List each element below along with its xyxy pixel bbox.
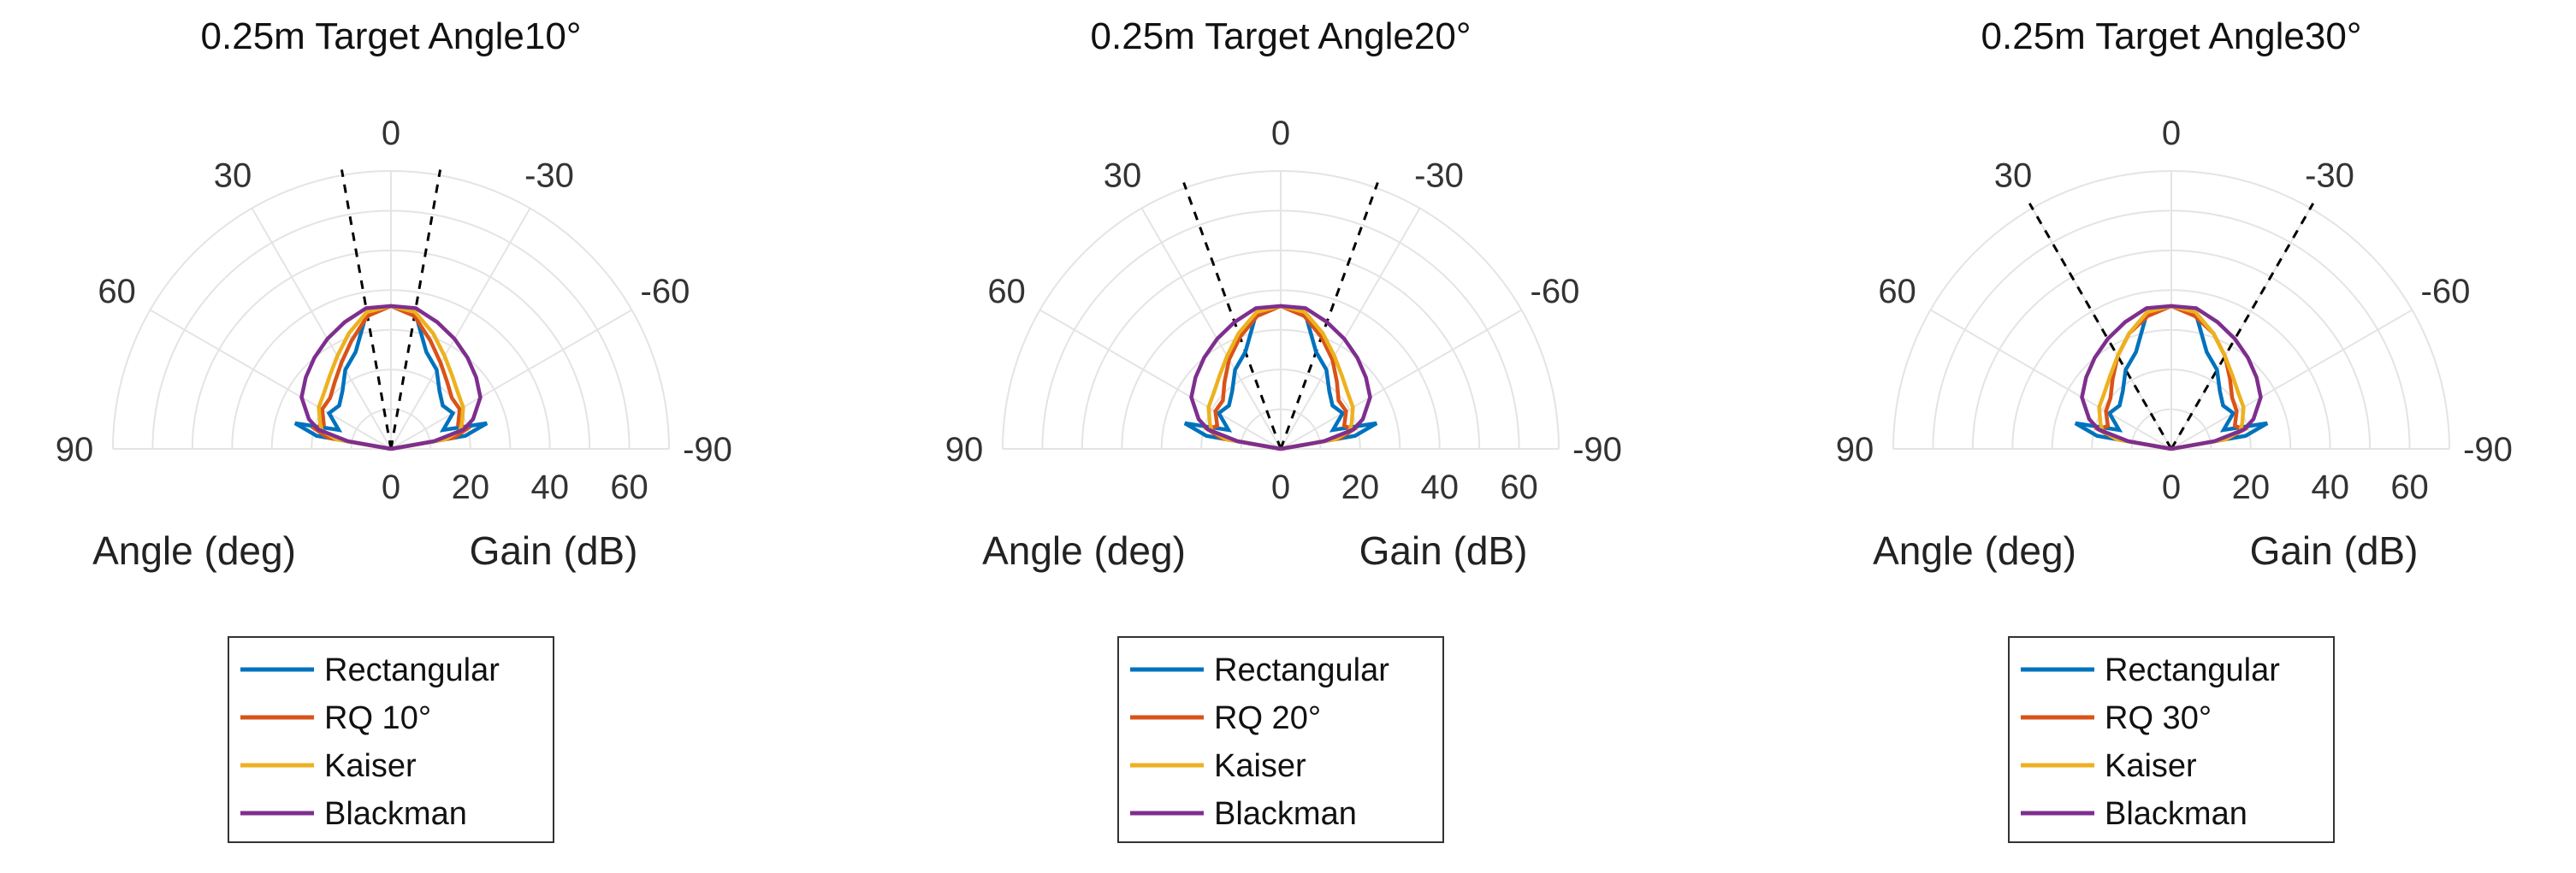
- grid-spoke: [390, 208, 531, 450]
- legend: Rectangular RQ 10° Kaiser Blackman: [228, 636, 554, 843]
- r-tick-label: 40: [1420, 469, 1459, 506]
- polar-panel-2: 90 60 30 0 -30 -60 -90 0 20 40 60 Angle (deg) Gain (…: [945, 15, 1622, 843]
- r-tick-label: 20: [452, 469, 490, 506]
- target-angle-line: [1182, 181, 1282, 450]
- legend-entry: Rectangular: [1214, 652, 1389, 688]
- theta-tick-label: 30: [214, 157, 252, 195]
- theta-tick-label: 30: [1994, 157, 2033, 195]
- r-tick-label: 20: [1341, 469, 1380, 506]
- legend-entry: RQ 30°: [2105, 700, 2212, 736]
- legend-entry: Rectangular: [324, 652, 500, 688]
- theta-tick-label: 0: [382, 115, 400, 152]
- series-line-blackman: [2080, 304, 2263, 451]
- angle-axis-label: Angle (deg): [1873, 528, 2076, 573]
- legend-entry: Blackman: [1214, 796, 1357, 832]
- chart-title: 0.25m Target Angle30°: [1981, 15, 2362, 57]
- theta-tick-label: -30: [1414, 157, 1464, 195]
- series-line-blackman: [1189, 304, 1372, 451]
- gain-axis-label: Gain (dB): [470, 528, 638, 573]
- angle-axis-label: Angle (deg): [92, 528, 296, 573]
- theta-tick-label: -60: [641, 273, 690, 310]
- grid-spoke: [390, 309, 632, 450]
- grid-spoke: [1930, 309, 2172, 450]
- legend: Rectangular RQ 20° Kaiser Blackman: [1117, 636, 1444, 843]
- theta-tick-label: 0: [1271, 115, 1290, 152]
- r-tick-label: 0: [1271, 469, 1290, 506]
- target-angle-line: [1279, 181, 1379, 450]
- theta-tick-label: -30: [524, 157, 574, 195]
- legend-entry: Rectangular: [2105, 652, 2280, 688]
- theta-tick-label: 60: [98, 273, 136, 310]
- theta-tick-label: 60: [1878, 273, 1916, 310]
- angle-axis-label: Angle (deg): [982, 528, 1186, 573]
- theta-tick-label: -90: [2463, 431, 2513, 469]
- theta-tick-label: 30: [1104, 157, 1142, 195]
- r-tick-label: 0: [382, 469, 400, 506]
- theta-tick-label: 0: [2162, 115, 2181, 152]
- theta-tick-label: 90: [56, 431, 94, 469]
- legend-entry: Kaiser: [2105, 748, 2197, 784]
- gain-axis-label: Gain (dB): [1359, 528, 1528, 573]
- theta-tick-label: -90: [1572, 431, 1622, 469]
- r-tick-label: 40: [530, 469, 569, 506]
- chart-title: 0.25m Target Angle20°: [1091, 15, 1472, 57]
- grid-spoke: [2170, 309, 2413, 450]
- theta-tick-label: -30: [2305, 157, 2354, 195]
- legend-entry: Blackman: [2105, 796, 2247, 832]
- legend-entry: Blackman: [324, 796, 467, 832]
- grid-spoke: [1039, 309, 1282, 450]
- theta-tick-label: 90: [1836, 431, 1874, 469]
- r-tick-label: 60: [1500, 469, 1538, 506]
- legend-entry: Kaiser: [324, 748, 417, 784]
- grid-spoke: [251, 208, 392, 450]
- polar-panel-3: 90 60 30 0 -30 -60 -90 0 20 40 60 Angle (deg) Gain (…: [1836, 15, 2513, 843]
- grid-spoke: [1280, 208, 1421, 450]
- gain-axis-label: Gain (dB): [2250, 528, 2419, 573]
- grid-spoke: [1280, 309, 1522, 450]
- theta-tick-label: -60: [1531, 273, 1580, 310]
- theta-tick-label: 60: [987, 273, 1026, 310]
- grid-spoke: [1140, 208, 1282, 450]
- grid-spoke: [150, 309, 392, 450]
- r-tick-label: 60: [2390, 469, 2429, 506]
- legend: Rectangular RQ 30° Kaiser Blackman: [2008, 636, 2335, 843]
- legend-entry: RQ 20°: [1214, 700, 1321, 736]
- theta-tick-label: -90: [683, 431, 732, 469]
- theta-tick-label: -60: [2421, 273, 2471, 310]
- r-tick-label: 40: [2311, 469, 2349, 506]
- r-tick-label: 0: [2162, 469, 2181, 506]
- series-line-blackman: [299, 304, 483, 451]
- legend-entry: Kaiser: [1214, 748, 1306, 784]
- theta-tick-label: 90: [945, 431, 984, 469]
- legend-entry: RQ 10°: [324, 700, 431, 736]
- r-tick-label: 60: [610, 469, 648, 506]
- r-tick-label: 20: [2232, 469, 2271, 506]
- polar-panel-1: 90 60 30 0 -30 -60 -90 0 20 40 60 Angle (deg) Gain (…: [56, 15, 732, 843]
- chart-title: 0.25m Target Angle10°: [201, 15, 582, 57]
